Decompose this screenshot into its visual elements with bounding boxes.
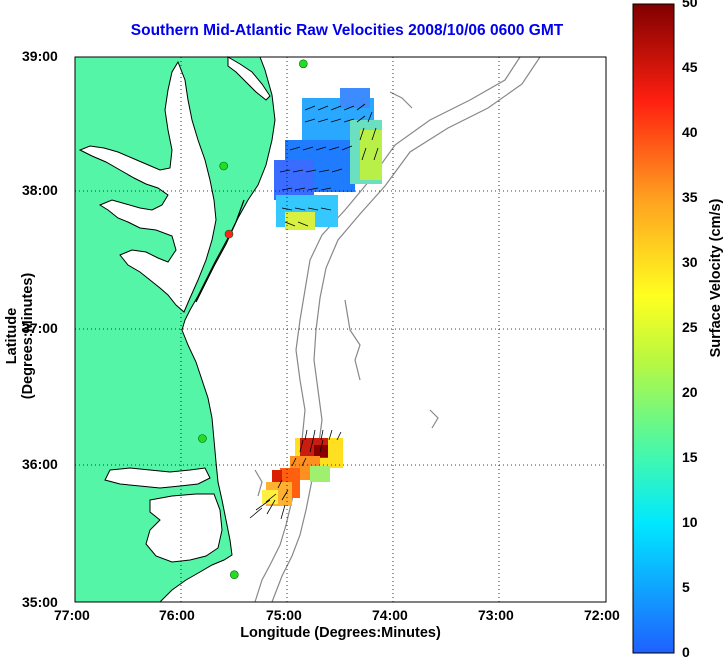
- y-tick-label: 38:00: [22, 182, 58, 198]
- land-mass: [74, 56, 276, 603]
- x-tick-label: 73:00: [478, 607, 514, 623]
- barrier-island: [195, 199, 245, 303]
- x-tick-label: 76:00: [159, 607, 195, 623]
- map-gridlines: [75, 57, 606, 602]
- y-axis-label: Latitude (Degrees:Minutes): [4, 272, 36, 400]
- colorbar-label: Surface Velocity (cm/s): [708, 198, 724, 358]
- chesapeake-bay: [78, 60, 217, 313]
- colorbar-tick: 40: [682, 124, 698, 140]
- colorbar-tick: 5: [682, 579, 690, 595]
- x-tick-label: 74:00: [372, 607, 408, 623]
- colorbar-tick: 35: [682, 189, 698, 205]
- radar-station-marker: [230, 570, 239, 580]
- radar-station-marker: [298, 59, 308, 69]
- y-tick-label: 35:00: [22, 594, 58, 610]
- x-tick-label: 72:00: [584, 607, 620, 623]
- colorbar-tick: 20: [682, 384, 698, 400]
- colorbar-tick: 45: [682, 59, 698, 75]
- colorbar-tick: 0: [682, 644, 690, 660]
- map-title: Southern Mid-Atlantic Raw Velocities 200…: [130, 22, 564, 39]
- albemarle-sound: [104, 467, 211, 489]
- x-tick-label: 75:00: [266, 607, 302, 623]
- plot-frame: [74, 56, 607, 603]
- y-tick-label: 37:00: [22, 320, 58, 336]
- colorbar: [632, 3, 675, 654]
- colorbar-tick: 25: [682, 319, 698, 335]
- x-axis-label: Longitude (Degrees:Minutes): [240, 625, 441, 641]
- colorbar-tick: 10: [682, 514, 698, 530]
- pamlico-sound: [145, 493, 223, 563]
- colorbar-tick: 30: [682, 254, 698, 270]
- radar-stations: [198, 59, 308, 580]
- y-tick-label: 36:00: [22, 456, 58, 472]
- delaware-bay: [227, 56, 271, 101]
- radar-station-marker: [224, 229, 234, 239]
- colorbar-tick: 50: [682, 0, 698, 10]
- y-tick-label: 39:00: [22, 48, 58, 64]
- radar-station-marker: [219, 161, 228, 171]
- radar-station-marker: [198, 434, 207, 443]
- colorbar-tick: 15: [682, 449, 698, 465]
- x-tick-label: 77:00: [54, 607, 90, 623]
- bathymetry-contours: [254, 56, 541, 603]
